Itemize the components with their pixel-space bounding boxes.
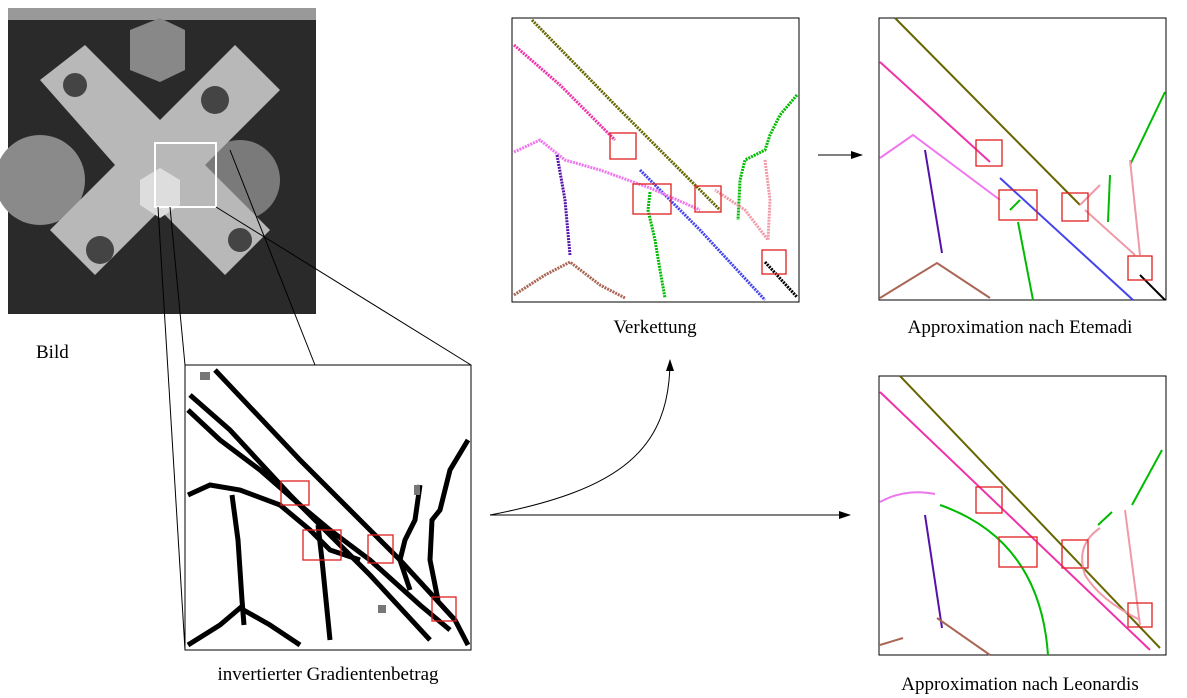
etemadi-panel <box>879 18 1166 300</box>
image-label: Bild <box>36 342 69 363</box>
leonardis-label: Approximation nach Leonardis <box>901 674 1138 695</box>
gradient-panel <box>185 365 471 650</box>
leonardis-panel <box>879 376 1166 655</box>
photo <box>0 8 316 314</box>
etemadi-label: Approximation nach Etemadi <box>908 317 1133 338</box>
diagram: Bild invertierter Gradientenbetrag <box>0 0 1187 698</box>
gradient-label: invertierter Gradientenbetrag <box>217 664 439 685</box>
chaining-label: Verkettung <box>613 317 697 338</box>
chaining-panel <box>512 18 799 302</box>
